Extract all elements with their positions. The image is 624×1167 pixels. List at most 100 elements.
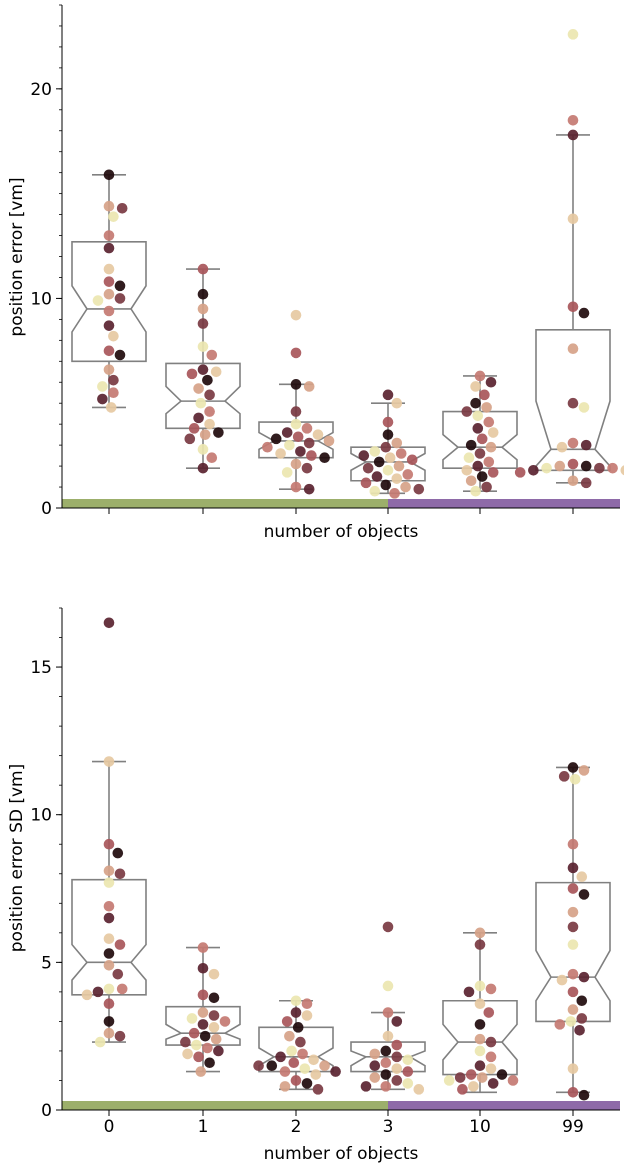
data-point [114,868,126,880]
data-point [199,1030,211,1042]
data-point [275,448,286,459]
data-point [197,942,209,953]
data-point [474,1033,486,1045]
data-point [213,427,224,438]
data-point [470,381,481,392]
data-point [193,1051,204,1063]
data-point [197,341,209,352]
data-point [578,402,590,413]
data-point [103,1027,115,1039]
data-point [481,481,492,493]
data-point [485,1036,497,1048]
data-point [103,320,115,331]
data-point [567,862,579,874]
data-point [369,1048,381,1060]
data-point [103,838,115,850]
box-1 [165,1005,241,1046]
data-point [290,347,302,359]
data-point [569,773,581,785]
box-0 [71,878,147,996]
data-point [103,912,115,924]
data-point [323,435,335,447]
y-tick-label: 20 [30,80,52,100]
data-point [567,838,579,850]
data-point [284,439,295,451]
x-tick-label: 99 [562,1117,584,1137]
data-point [116,202,128,214]
data-point [195,1066,207,1077]
data-point [463,452,475,464]
data-point [382,464,394,476]
data-point [108,211,119,222]
data-point [360,477,372,489]
data-point [301,423,313,434]
data-point [208,1022,220,1033]
data-point [461,464,473,476]
data-point [103,983,115,995]
data-point [470,485,481,497]
data-point [567,397,579,409]
data-point [103,933,115,945]
data-point [210,1033,222,1045]
data-point [195,397,207,409]
data-point [290,309,302,321]
data-point [114,939,126,950]
data-point [197,462,209,474]
data-point [290,418,302,430]
data-point [406,454,418,466]
data-point [574,1024,585,1036]
data-point [567,1086,579,1098]
data-point [202,1042,213,1054]
box-99 [535,881,611,1023]
data-point [182,1048,193,1060]
x-tick-label: 0 [104,1117,115,1137]
data-point [580,439,592,451]
data-point [186,368,198,380]
data-point [402,1078,414,1089]
y-axis-label: position error [vm] [7,177,27,336]
axes: 0 5 10 15 0 1 2 3 10 99 [30,607,620,1137]
data-points [81,617,590,1101]
box-3 [350,1041,426,1073]
data-point [461,406,473,417]
y-tick-label: 0 [41,499,52,519]
data-point [197,444,209,455]
data-point [204,418,215,430]
data-point [382,429,394,440]
data-point [193,383,204,394]
data-point [290,481,302,493]
data-point [206,349,218,361]
data-point [299,1063,311,1074]
data-point [308,1054,319,1066]
data-point [485,1063,497,1074]
data-point [290,995,302,1007]
axes: 0 10 20 [30,4,620,519]
data-point [204,389,215,401]
data-point [576,871,588,883]
data-point [487,1078,499,1089]
data-point [567,1004,579,1015]
data-point [103,617,115,629]
data-point [290,406,302,417]
data-point [281,467,293,478]
data-point [567,968,579,980]
data-point [485,376,497,388]
data-point [476,433,488,445]
data-point [319,452,330,464]
data-point [199,429,211,440]
band-low-objects [62,499,388,508]
data-point [470,397,481,409]
data-point [112,847,124,859]
data-point [485,441,497,453]
data-point [479,389,490,401]
data-point [567,986,579,998]
data-point [380,1081,392,1092]
data-point [362,462,374,474]
data-point [103,998,115,1009]
data-point [193,412,204,424]
data-point [463,986,475,998]
data-point [206,452,218,464]
data-point [103,242,115,254]
data-point [576,1013,588,1024]
